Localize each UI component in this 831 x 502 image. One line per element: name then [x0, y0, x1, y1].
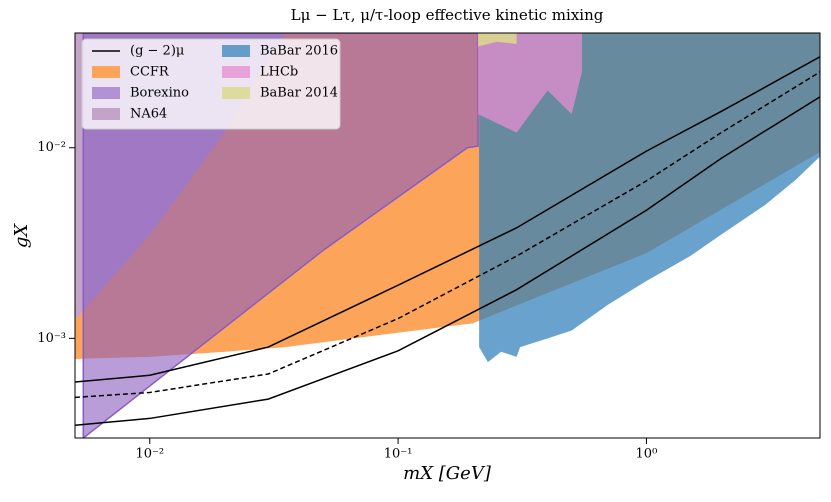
legend-label: NA64 [130, 107, 167, 122]
g2-curve [75, 56, 820, 383]
g2-curve [75, 71, 820, 399]
region [479, 33, 820, 363]
plot-frame [74, 32, 821, 439]
legend-label: BaBar 2014 [260, 86, 338, 101]
legend-swatch [222, 66, 250, 78]
x-axis-label: mX [GeV] [403, 463, 492, 484]
legend-swatch [92, 66, 120, 78]
legend-label: LHCb [260, 65, 298, 80]
region [478, 33, 582, 133]
axes: 10⁻² 10⁻¹ 10⁰ 10⁻³ 10⁻² (g − 2)μ CCFR Borexino N… [37, 32, 821, 462]
region [82, 33, 479, 438]
x-tick-label: 10⁰ [636, 447, 658, 462]
chart-title: Lμ − Lτ, μ/τ-loop effective kinetic mixi… [291, 6, 604, 24]
legend-box [81, 38, 341, 130]
legend: (g − 2)μ CCFR Borexino NA64 BaBar 2016 LHCb Ba… [81, 38, 341, 130]
legend-swatch [92, 108, 120, 120]
g2-curve [75, 96, 820, 426]
legend-swatch [222, 45, 250, 57]
x-tick-label: 10⁻¹ [384, 447, 413, 462]
legend-label: BaBar 2016 [260, 44, 338, 59]
region [478, 33, 517, 47]
legend-label: (g − 2)μ [130, 44, 184, 59]
legend-swatch [222, 87, 250, 99]
legend-swatch [92, 87, 120, 99]
y-tick-label: 10⁻² [37, 140, 66, 155]
legend-label: CCFR [130, 65, 170, 80]
y-axis-label: gX [11, 223, 32, 249]
y-tick-label: 10⁻³ [37, 331, 66, 346]
legend-label: Borexino [130, 86, 189, 101]
x-tick-label: 10⁻² [135, 447, 164, 462]
